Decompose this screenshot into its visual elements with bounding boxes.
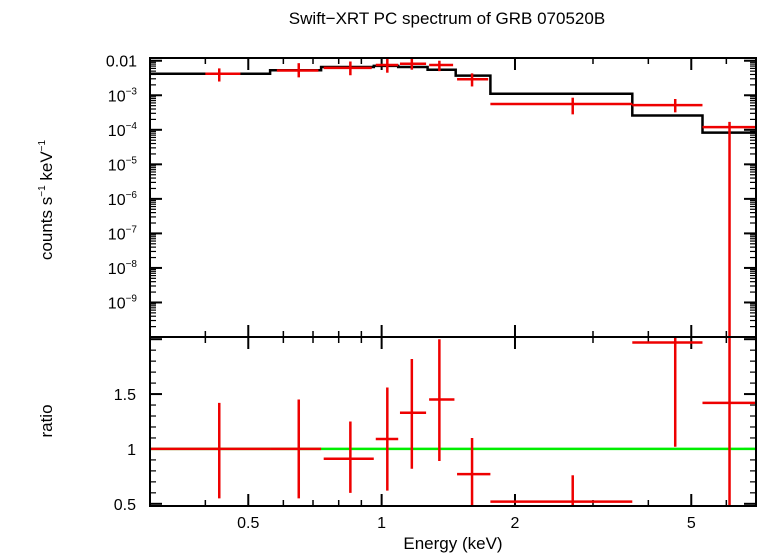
x-tick-labels: 0.5 1 2 5 — [237, 515, 696, 532]
x-axis-label: Energy (keV) — [403, 534, 502, 553]
spectrum-y-tick-label: 10−6 — [108, 190, 138, 209]
x-tick-label: 2 — [511, 515, 520, 532]
spectrum-y-tick-label: 10−5 — [108, 155, 138, 174]
spectrum-y-tick-labels: 0.01 10−3 10−4 10−5 10−6 10−7 10−8 10−9 — [106, 54, 138, 313]
model-step-curve — [150, 64, 756, 134]
ratio-y-tick-label: 1.5 — [114, 387, 136, 404]
ratio-panel-ticks — [149, 337, 757, 506]
spectrum-data-points — [205, 58, 756, 337]
spectrum-panel-frame — [149, 57, 757, 338]
x-tick-label: 5 — [687, 515, 696, 532]
spectrum-y-tick-label: 0.01 — [106, 54, 137, 71]
spectrum-y-tick-label: 10−7 — [108, 224, 138, 243]
x-tick-label: 0.5 — [237, 515, 259, 532]
ratio-y-tick-label: 0.5 — [114, 497, 136, 514]
ratio-y-tick-labels: 0.5 1 1.5 — [114, 387, 136, 514]
spectrum-panel-ticks — [149, 58, 757, 338]
ratio-panel-frame — [149, 336, 757, 507]
spectrum-y-tick-label: 10−9 — [108, 293, 138, 312]
spectrum-y-axis-label: counts s−1 keV−1 — [37, 139, 56, 260]
model-step-path — [150, 64, 756, 134]
chart-title: Swift−XRT PC spectrum of GRB 070520B — [289, 9, 605, 28]
ratio-y-axis-label: ratio — [37, 404, 56, 437]
ratio-y-tick-label: 1 — [127, 442, 136, 459]
spectrum-y-tick-label: 10−4 — [108, 121, 138, 140]
spectrum-y-tick-label: 10−3 — [108, 86, 138, 105]
spectrum-y-tick-label: 10−8 — [108, 259, 138, 278]
x-tick-label: 1 — [377, 515, 386, 532]
ratio-data-points — [150, 337, 756, 506]
